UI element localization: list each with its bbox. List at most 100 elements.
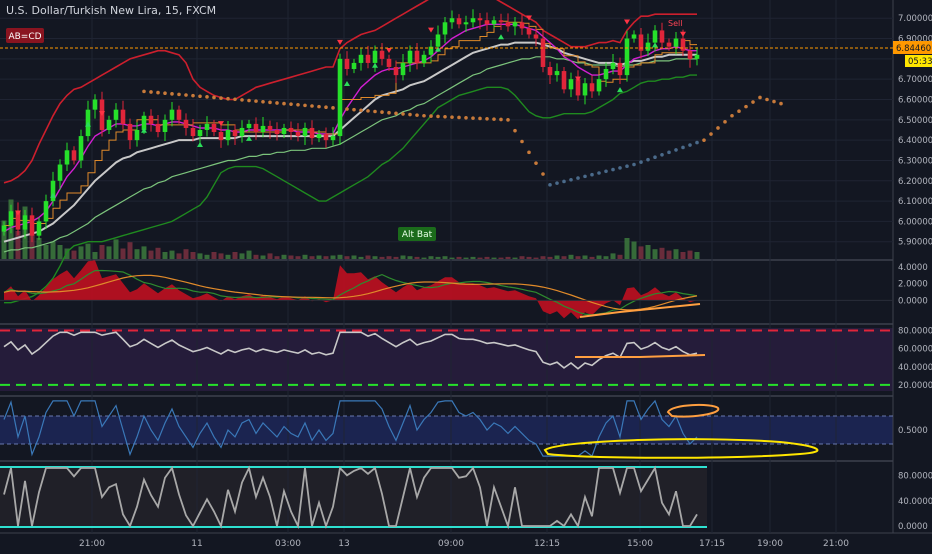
candle-body[interactable] [652, 30, 658, 43]
candle-body[interactable] [477, 18, 483, 21]
candle-body[interactable] [106, 119, 112, 130]
candle-body[interactable] [547, 66, 553, 76]
yellow-ellipse-annotation[interactable] [543, 438, 819, 459]
candle-body[interactable] [323, 134, 329, 141]
candle-body[interactable] [71, 150, 77, 161]
candle-body[interactable] [456, 18, 462, 25]
macd-divergence-annotation[interactable] [579, 303, 701, 318]
candle-body[interactable] [120, 109, 126, 124]
candle-body[interactable] [330, 136, 336, 141]
candle-body[interactable] [288, 127, 294, 133]
candle-body[interactable] [176, 109, 182, 120]
candle-body[interactable] [582, 83, 588, 96]
candle-body[interactable] [8, 211, 14, 226]
candle-body[interactable] [29, 215, 35, 236]
current-price-tag[interactable] [893, 41, 932, 54]
candle-body[interactable] [687, 50, 693, 59]
candle-body[interactable] [239, 127, 245, 137]
candle-body[interactable] [15, 211, 21, 230]
alt-bat-badge[interactable] [398, 227, 436, 241]
candle-body[interactable] [246, 123, 252, 128]
candle-body[interactable] [281, 127, 287, 135]
rsi-trend-annotation[interactable] [575, 354, 706, 358]
candle-body[interactable] [36, 221, 42, 236]
candle-body[interactable] [253, 123, 259, 133]
candle-body[interactable] [267, 125, 273, 130]
candle-body[interactable] [673, 38, 679, 47]
candle-body[interactable] [211, 123, 217, 133]
candle-body[interactable] [127, 123, 133, 141]
candle-body[interactable] [414, 50, 420, 63]
candle-body[interactable] [386, 58, 392, 67]
candle-body[interactable] [421, 54, 427, 63]
candle-body[interactable] [512, 22, 518, 27]
candle-body[interactable] [603, 69, 609, 80]
candle-body[interactable] [148, 115, 154, 124]
candle-body[interactable] [309, 127, 315, 139]
candle-body[interactable] [624, 38, 630, 76]
candle-body[interactable] [589, 83, 595, 92]
candle-body[interactable] [169, 109, 175, 120]
candle-body[interactable] [113, 109, 119, 120]
candle-body[interactable] [561, 71, 567, 90]
candle-body[interactable] [218, 132, 224, 141]
candle-body[interactable] [344, 58, 350, 70]
candle-body[interactable] [337, 58, 343, 137]
candle-body[interactable] [575, 79, 581, 96]
candle-body[interactable] [491, 20, 497, 25]
candle-body[interactable] [442, 22, 448, 35]
candle-body[interactable] [134, 129, 140, 141]
candle-body[interactable] [519, 22, 525, 29]
orange-ellipse-annotation[interactable] [666, 403, 720, 418]
candle-body[interactable] [260, 125, 266, 133]
candle-body[interactable] [22, 215, 28, 230]
candle-body[interactable] [141, 115, 147, 130]
candle-body[interactable] [183, 119, 189, 128]
candle-body[interactable] [274, 129, 280, 135]
candle-body[interactable] [596, 79, 602, 92]
candle-body[interactable] [645, 42, 651, 51]
candle-body[interactable] [295, 132, 301, 137]
candle-body[interactable] [470, 18, 476, 23]
abcd-pattern-badge[interactable] [6, 28, 44, 43]
candle-body[interactable] [155, 123, 161, 133]
candle-body[interactable] [638, 34, 644, 51]
candle-body[interactable] [666, 42, 672, 47]
candle-body[interactable] [78, 136, 84, 161]
candle-body[interactable] [428, 46, 434, 55]
candle-body[interactable] [435, 34, 441, 47]
candle-body[interactable] [400, 62, 406, 76]
candle-body[interactable] [92, 99, 98, 110]
candle-body[interactable] [50, 180, 56, 202]
candle-body[interactable] [379, 50, 385, 59]
candle-body[interactable] [526, 28, 532, 35]
candle-body[interactable] [1, 225, 7, 232]
candle-body[interactable] [43, 201, 49, 222]
candle-body[interactable] [365, 54, 371, 63]
candle-body[interactable] [302, 127, 308, 137]
candle-body[interactable] [631, 34, 637, 39]
candle-body[interactable] [568, 79, 574, 90]
candle-body[interactable] [540, 38, 546, 67]
candle-body[interactable] [659, 30, 665, 43]
candle-body[interactable] [463, 22, 469, 25]
candle-body[interactable] [190, 127, 196, 137]
candle-body[interactable] [610, 62, 616, 70]
candle-body[interactable] [505, 22, 511, 27]
candle-body[interactable] [449, 18, 455, 23]
candle-body[interactable] [680, 38, 686, 51]
candle-body[interactable] [57, 164, 63, 181]
candle-body[interactable] [498, 20, 504, 23]
candle-body[interactable] [554, 71, 560, 76]
candle-body[interactable] [393, 66, 399, 76]
candle-body[interactable] [372, 50, 378, 63]
candle-body[interactable] [64, 150, 70, 165]
candle-body[interactable] [225, 129, 231, 141]
candle-body[interactable] [316, 134, 322, 139]
candle-body[interactable] [162, 119, 168, 133]
candle-body[interactable] [197, 129, 203, 137]
candle-body[interactable] [484, 20, 490, 25]
candle-body[interactable] [204, 123, 210, 130]
candle-body[interactable] [694, 54, 700, 59]
